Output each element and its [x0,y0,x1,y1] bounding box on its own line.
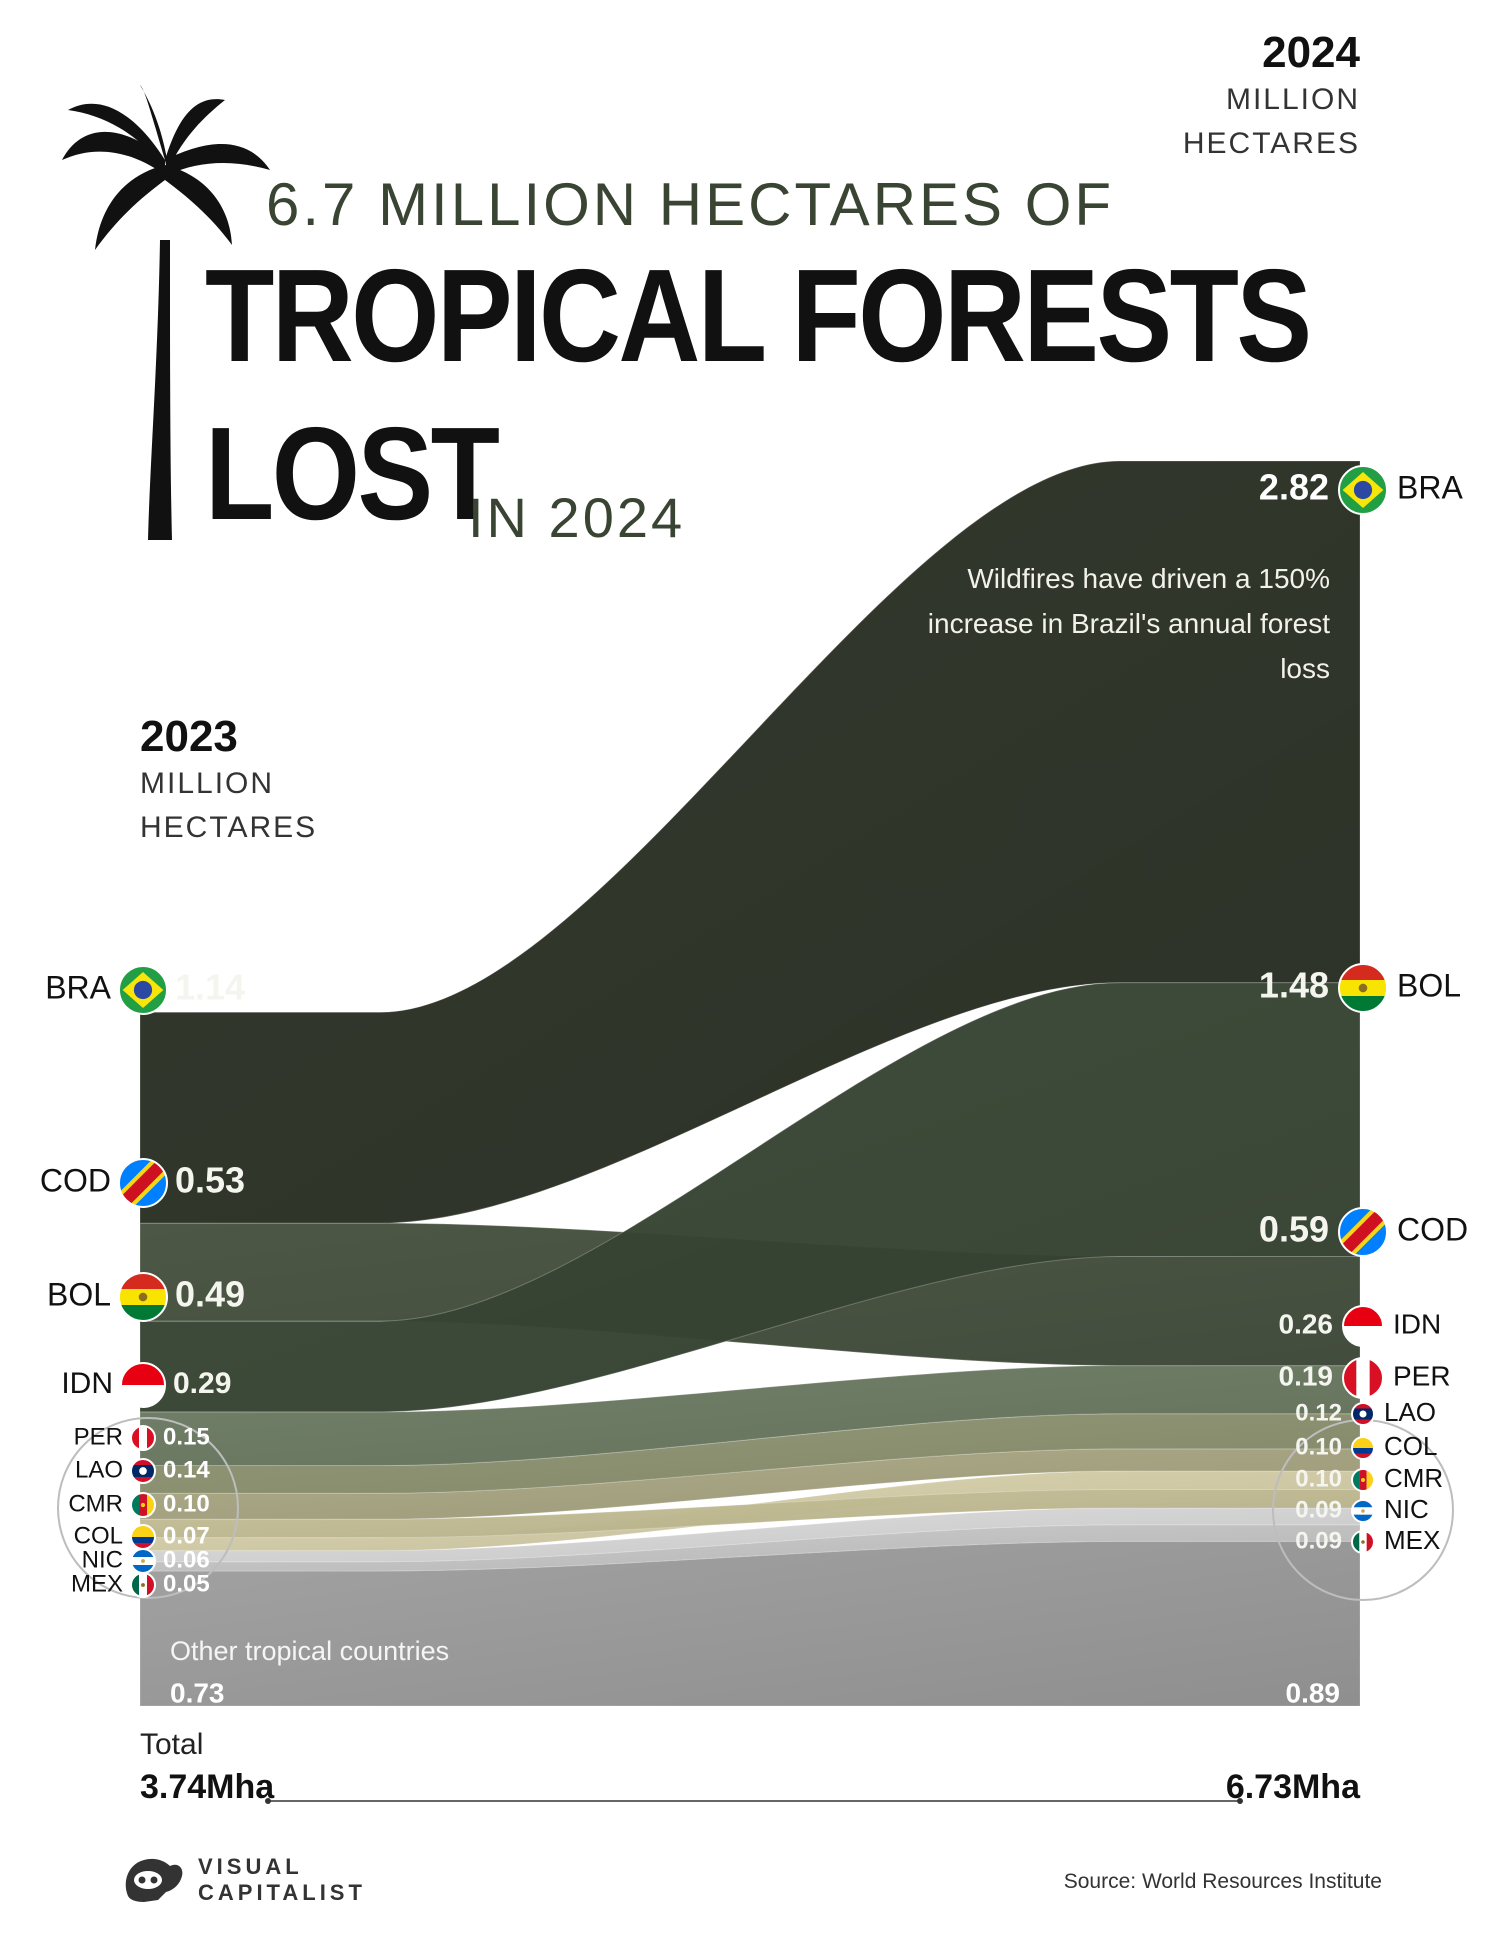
total-connector-dot-left [265,1798,271,1804]
axis-2024-unit-line2: HECTARES [1182,127,1360,160]
axis-2024-unit-line1: MILLION [1225,83,1360,116]
laos-flag-icon [1351,1402,1375,1426]
flow-band-shade-mex [140,1524,1360,1571]
axis-2023-unit-line2: HECTARES [140,811,318,844]
cameroon-flag-icon [130,1492,156,1518]
right-code-per: PER [1393,1360,1451,1391]
left-value-mex: 0.05 [163,1570,210,1597]
laos-flag-icon [130,1458,156,1484]
left-value-other: 0.73 [170,1677,225,1708]
chart-subtitle: 6.7 MILLION HECTARES OF [266,171,1115,238]
chart-title-suffix: IN 2024 [468,486,686,549]
colombia-flag-icon [130,1524,156,1550]
brand-line2: CAPITALIST [198,1880,366,1905]
flow-band-shade-per [140,1413,1360,1494]
left-code-lao: LAO [75,1456,123,1483]
right-code-cmr: CMR [1384,1463,1443,1493]
right-code-col: COL [1384,1431,1437,1461]
mexico-flag-icon [1351,1530,1375,1554]
flow-band-shade-cmr [140,1489,1360,1538]
right-value-nic: 0.09 [1295,1496,1342,1523]
right-code-mex: MEX [1384,1525,1440,1555]
cameroon-flag-icon [1351,1468,1375,1492]
left-value-bol: 0.49 [175,1274,245,1315]
left-code-bra: BRA [45,969,111,1005]
left-code-col: COL [74,1522,123,1549]
right-code-bra: BRA [1397,469,1463,505]
right-value-bol: 1.48 [1259,965,1329,1006]
brazil-annotation: Wildfires have driven a 150% increase in… [927,563,1330,684]
left-value-per: 0.15 [163,1423,210,1450]
total-connector-dot-right [1237,1798,1243,1804]
right-value-lao: 0.12 [1295,1399,1342,1426]
right-code-lao: LAO [1384,1397,1436,1427]
flow-band-shade-idn [140,1365,1360,1466]
left-code-bol: BOL [47,1276,111,1312]
right-code-nic: NIC [1384,1494,1429,1524]
right-value-idn: 0.26 [1279,1308,1334,1339]
right-value-mex: 0.09 [1295,1527,1342,1554]
left-code-mex: MEX [71,1570,123,1597]
nicaragua-flag-icon [130,1548,156,1574]
palm-tree-icon [62,85,270,540]
axis-2024-year: 2024 [1262,28,1360,77]
left-value-lao: 0.14 [163,1456,210,1483]
left-value-cod: 0.53 [175,1160,245,1201]
flow-band-shade-bol [140,982,1360,1412]
right-code-bol: BOL [1397,967,1461,1003]
dr-congo-flag-icon [1338,1207,1388,1257]
total-label: Total [140,1728,204,1761]
flow-band-shade-nic [140,1508,1360,1562]
left-value-nic: 0.06 [163,1546,210,1573]
indonesia-flag-icon [120,1362,166,1408]
axis-2023-unit-line1: MILLION [140,767,275,800]
chart-title-line2: LOST [205,400,500,547]
axis-2023-year: 2023 [140,712,238,761]
left-code-nic: NIC [82,1546,123,1573]
right-value-bra: 2.82 [1259,467,1329,508]
bolivia-flag-icon [118,1272,168,1322]
brazil-flag-icon [1338,465,1388,515]
right-value-col: 0.10 [1295,1433,1342,1460]
brand-logo: VISUAL CAPITALIST [118,1852,366,1908]
right-value-other: 0.89 [1286,1677,1341,1708]
magnifier-left [57,1417,239,1599]
bolivia-flag-icon [1338,963,1388,1013]
source-note: Source: World Resources Institute [1063,1870,1382,1893]
flow-band-shade-lao [140,1448,1360,1520]
left-value-cmr: 0.10 [163,1490,210,1517]
visual-capitalist-logo-icon [125,1858,183,1902]
peru-flag-icon [130,1425,156,1451]
axis-2023-header: 2023 MILLION HECTARES [140,712,317,850]
flow-band-shade-other [140,1541,1360,1706]
other-countries-label: Other tropical countries [170,1636,450,1666]
dr-congo-flag-icon [118,1158,168,1208]
brand-line1: VISUAL [198,1854,303,1879]
right-code-cod: COD [1397,1211,1468,1247]
left-value-col: 0.07 [163,1522,210,1549]
colombia-flag-icon [1351,1436,1375,1460]
left-value-idn: 0.29 [173,1367,231,1400]
right-value-cmr: 0.10 [1295,1465,1342,1492]
left-code-per: PER [74,1423,123,1450]
indonesia-flag-icon [1342,1305,1384,1347]
mexico-flag-icon [130,1572,156,1598]
right-value-cod: 0.59 [1259,1209,1329,1250]
left-code-cod: COD [40,1162,111,1198]
flow-band-shade-bra [140,460,1360,1224]
left-value-bra: 1.14 [175,967,245,1008]
left-code-idn: IDN [61,1367,113,1400]
total-2024-value: 6.73Mha [1225,1768,1360,1806]
total-2023-value: 3.74Mha [140,1768,275,1806]
peru-flag-icon [1342,1357,1384,1399]
brazil-flag-icon [118,965,168,1015]
chart-title-line1: TROPICAL FORESTS [205,242,1312,389]
right-value-per: 0.19 [1279,1360,1334,1391]
axis-2024-header: 2024 MILLION HECTARES [1183,28,1360,166]
nicaragua-flag-icon [1351,1499,1375,1523]
left-code-cmr: CMR [68,1490,123,1517]
right-code-idn: IDN [1393,1308,1441,1339]
